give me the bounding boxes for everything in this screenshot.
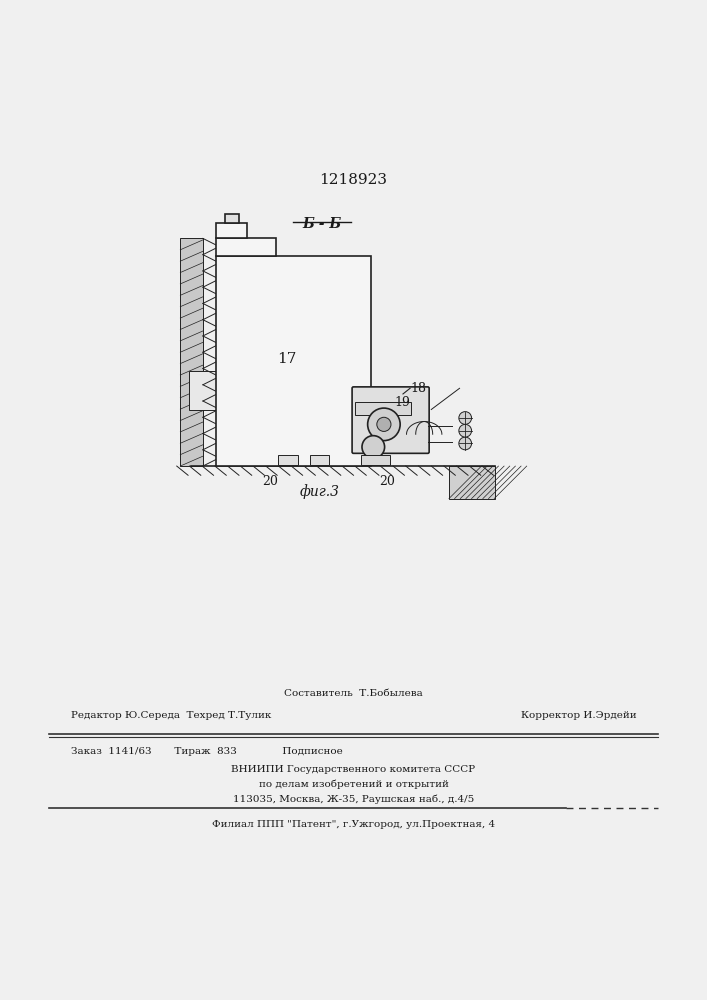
Bar bbox=[449, 466, 495, 499]
Text: 18: 18 bbox=[410, 382, 426, 395]
Text: 1218923: 1218923 bbox=[320, 173, 387, 187]
Text: по делам изобретений и открытий: по делам изобретений и открытий bbox=[259, 780, 448, 789]
Text: Корректор И.Эрдейи: Корректор И.Эрдейи bbox=[520, 711, 636, 720]
Text: 113035, Москва, Ж-35, Раушская наб., д.4/5: 113035, Москва, Ж-35, Раушская наб., д.4… bbox=[233, 795, 474, 804]
Text: Филиал ППП "Патент", г.Ужгород, ул.Проектная, 4: Филиал ППП "Патент", г.Ужгород, ул.Проек… bbox=[212, 820, 495, 829]
FancyBboxPatch shape bbox=[352, 387, 429, 453]
Bar bbox=[216, 256, 371, 466]
Circle shape bbox=[459, 437, 472, 450]
Text: Б - Б: Б - Б bbox=[302, 217, 341, 231]
Text: Редактор Ю.Середа  Техред Т.Тулик: Редактор Ю.Середа Техред Т.Тулик bbox=[71, 711, 271, 720]
Circle shape bbox=[459, 412, 472, 424]
Text: 19: 19 bbox=[395, 396, 410, 409]
Text: Составитель  Т.Бобылева: Составитель Т.Бобылева bbox=[284, 689, 423, 698]
Circle shape bbox=[459, 424, 472, 437]
Text: фиг.3: фиг.3 bbox=[300, 484, 339, 499]
Bar bbox=[216, 238, 276, 256]
Polygon shape bbox=[216, 223, 247, 238]
Circle shape bbox=[377, 417, 391, 431]
Bar bbox=[189, 371, 216, 410]
Text: 17: 17 bbox=[276, 352, 296, 366]
Text: 20: 20 bbox=[380, 475, 395, 488]
Circle shape bbox=[368, 408, 400, 441]
Text: ВНИИПИ Государственного комитета СССР: ВНИИПИ Государственного комитета СССР bbox=[231, 765, 476, 774]
Bar bbox=[180, 238, 203, 466]
Polygon shape bbox=[225, 214, 239, 223]
Text: 20: 20 bbox=[262, 475, 278, 488]
Text: Заказ  1141/63       Тираж  833              Подписное: Заказ 1141/63 Тираж 833 Подписное bbox=[71, 747, 342, 756]
Bar bbox=[361, 455, 390, 465]
Bar bbox=[278, 455, 298, 465]
Bar bbox=[355, 402, 411, 415]
Circle shape bbox=[362, 436, 385, 458]
Bar bbox=[310, 455, 329, 465]
